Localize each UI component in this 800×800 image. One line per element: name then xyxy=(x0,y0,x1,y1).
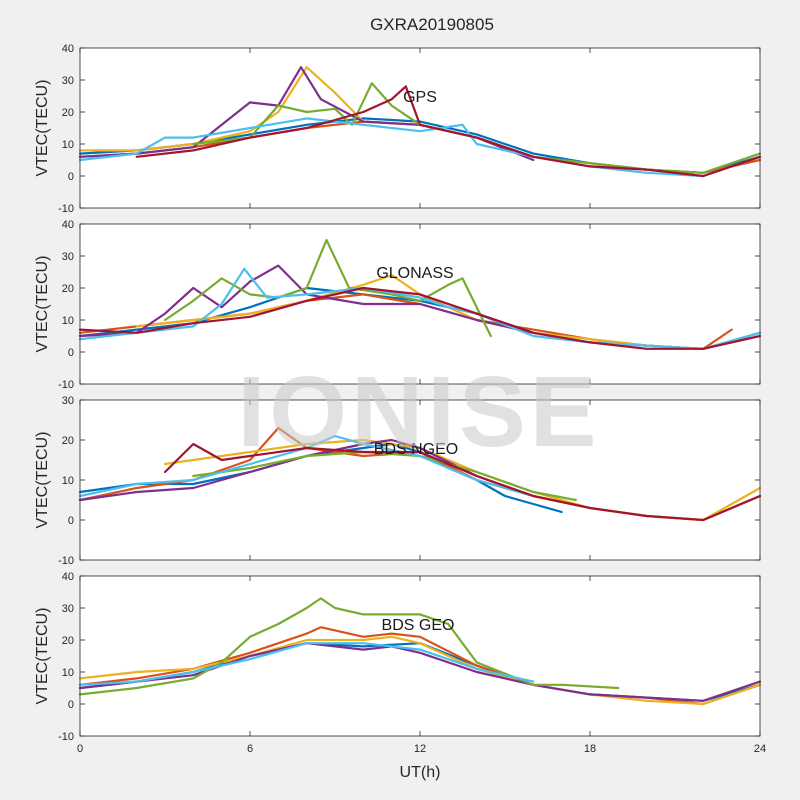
panel-label: GLONASS xyxy=(376,265,453,282)
y-axis-label: VTEC(TECU) xyxy=(34,256,51,353)
plot-area xyxy=(80,576,760,736)
plot-area xyxy=(80,48,760,208)
panel-label: BDS GEO xyxy=(382,617,455,634)
x-tick-label: 0 xyxy=(77,743,83,755)
y-tick-label: 20 xyxy=(62,635,74,647)
y-tick-label: 40 xyxy=(62,43,74,55)
x-axis-label: UT(h) xyxy=(400,764,441,781)
y-tick-label: 20 xyxy=(62,435,74,447)
y-axis-label: VTEC(TECU) xyxy=(34,432,51,529)
x-tick-label: 6 xyxy=(247,743,253,755)
y-tick-label: -10 xyxy=(58,555,74,567)
chart-panel-1: -10 0 10 20 30 40 VTEC(TECU) GLONASS xyxy=(34,219,760,391)
y-tick-label: 30 xyxy=(62,395,74,407)
panel-label: BDS NGEO xyxy=(374,441,458,458)
y-tick-label: 0 xyxy=(68,699,74,711)
chart-panel-0: -10 0 10 20 30 40 VTEC(TECU) GPS xyxy=(34,43,760,215)
y-tick-label: 0 xyxy=(68,347,74,359)
y-tick-label: -10 xyxy=(58,379,74,391)
y-tick-label: 20 xyxy=(62,283,74,295)
y-tick-label: -10 xyxy=(58,731,74,743)
y-tick-label: 0 xyxy=(68,171,74,183)
y-tick-label: 20 xyxy=(62,107,74,119)
y-tick-label: 10 xyxy=(62,139,74,151)
y-tick-label: 10 xyxy=(62,667,74,679)
x-tick-label: 18 xyxy=(584,743,596,755)
y-tick-label: 10 xyxy=(62,315,74,327)
y-tick-label: 30 xyxy=(62,251,74,263)
y-tick-label: 30 xyxy=(62,603,74,615)
panel-label: GPS xyxy=(403,89,437,106)
panels: -10010203040VTEC(TECU)GPS-10010203040VTE… xyxy=(34,43,766,781)
y-tick-label: 40 xyxy=(62,219,74,231)
figure-title: GXRA20190805 xyxy=(370,15,494,34)
x-tick-label: 12 xyxy=(414,743,426,755)
y-axis-label: VTEC(TECU) xyxy=(34,608,51,705)
x-tick-label: 24 xyxy=(754,743,766,755)
y-axis-label: VTEC(TECU) xyxy=(34,80,51,177)
y-tick-label: 10 xyxy=(62,475,74,487)
y-tick-label: 30 xyxy=(62,75,74,87)
y-tick-label: 0 xyxy=(68,515,74,527)
chart-panel-2: -10 0 10 20 30 VTEC(TECU) BDS NGEO xyxy=(34,395,760,567)
y-tick-label: -10 xyxy=(58,203,74,215)
y-tick-label: 40 xyxy=(62,571,74,583)
